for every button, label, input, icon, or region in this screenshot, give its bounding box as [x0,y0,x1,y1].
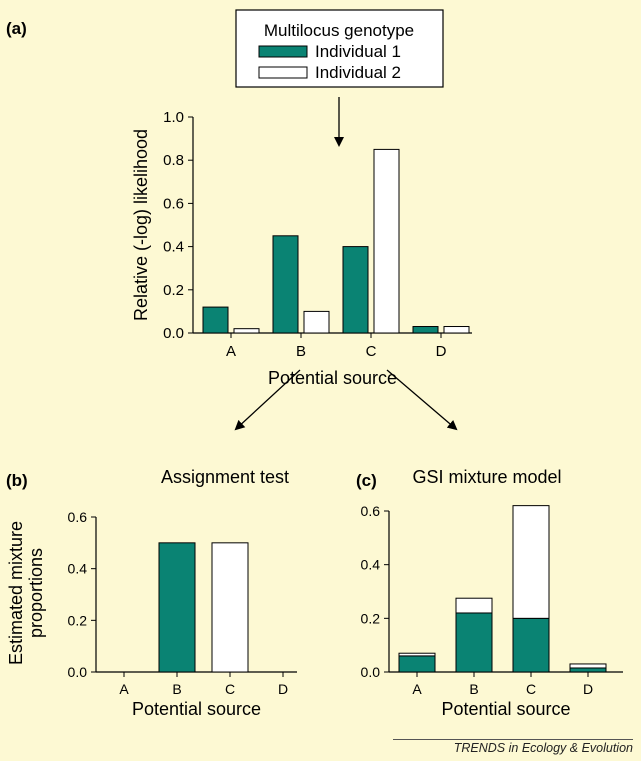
x-tick-label-c: C [526,681,536,697]
x-tick-label-b: D [278,681,288,697]
bar-a-A-series1 [202,306,229,334]
y-tick-label-b: 0.4 [68,561,88,577]
bar-c-D-series2 [569,663,607,669]
bar-a-D-series2 [443,326,470,334]
y-tick-label-a: 0.8 [163,152,184,169]
y-tick-label-a: 0.6 [163,195,184,212]
bar-a-D-series1 [412,326,439,334]
x-tick-label-c: B [469,681,478,697]
y-axis-label-a: Relative (-log) likelihood [131,129,151,321]
legend-title: Multilocus genotype [264,21,414,40]
arrow-a-to-b [234,369,301,431]
bar-a-B-series2 [303,310,330,334]
chart-b: 0.0 0.2 0.4 0.6 A B C D Potential source Estimate… [6,509,297,719]
y-tick-label-b: 0.2 [68,612,88,628]
y-axis-label-b-line1: Estimated mixture [6,521,26,665]
x-tick-label-a: D [436,343,447,360]
chart-a: 0.0 0.2 0.4 0.6 0.8 1.0 A B C D Potential source Re… [131,109,472,388]
bar-c-B-series2 [455,597,493,614]
x-tick-label-a: C [366,343,377,360]
panel-b-title: Assignment test [161,467,289,487]
x-tick-label-a: B [296,343,306,360]
y-tick-label-c: 0.2 [361,610,381,626]
x-axis-label-b: Potential source [132,699,261,719]
y-tick-label-a: 0.0 [163,325,184,342]
bar-a-A-series2 [233,328,260,334]
y-axis-label-b: Estimated mixtureproportions [6,521,46,665]
bar-b-C-series2 [211,542,249,673]
bar-c-D-series1 [569,667,607,673]
legend-swatch-individual-1 [258,45,308,58]
y-tick-label-c: 0.6 [361,503,381,519]
y-tick-label-a: 0.4 [163,239,184,256]
bar-c-C-series1 [512,617,550,673]
legend-swatch-individual-2 [258,66,308,79]
bar-c-C-series2 [512,505,550,619]
x-tick-label-c: D [583,681,593,697]
footer-rule [393,739,633,740]
journal-credit: TRENDS in Ecology & Evolution [453,741,633,755]
x-tick-label-b: B [172,681,181,697]
y-tick-label-a: 0.2 [163,282,184,299]
y-tick-label-c: 0.0 [361,664,381,680]
bar-c-B-series1 [455,612,493,673]
x-tick-label-b: C [225,681,235,697]
legend: Multilocus genotype Individual 1 Individ… [235,9,444,88]
y-tick-label-b: 0.0 [68,664,88,680]
x-tick-label-c: A [412,681,422,697]
bar-a-C-series2 [373,148,400,334]
bar-c-A-series2 [398,652,436,657]
bar-b-B-series1 [158,542,196,673]
y-tick-label-b: 0.6 [68,509,88,525]
y-tick-label-a: 1.0 [163,109,184,126]
chart-c: 0.0 0.2 0.4 0.6 A B C D Potential source [361,503,623,719]
panel-label-a: (a) [6,19,27,38]
bar-c-A-series1 [398,655,436,673]
legend-label-individual-2: Individual 2 [315,63,401,82]
arrow-a-to-c [386,369,458,431]
y-tick-label-c: 0.4 [361,557,381,573]
x-axis-label-c: Potential source [441,699,570,719]
y-axis-label-b-line2: proportions [26,548,46,638]
legend-label-individual-1: Individual 1 [315,42,401,61]
x-axis-label-a: Potential source [268,368,397,388]
x-tick-label-b: A [119,681,129,697]
panel-label-b: (b) [6,471,28,490]
bar-a-B-series1 [272,235,299,334]
panel-c-title: GSI mixture model [412,467,561,487]
bar-a-C-series1 [342,246,369,334]
x-tick-label-a: A [226,343,236,360]
panel-label-c: (c) [356,471,377,490]
